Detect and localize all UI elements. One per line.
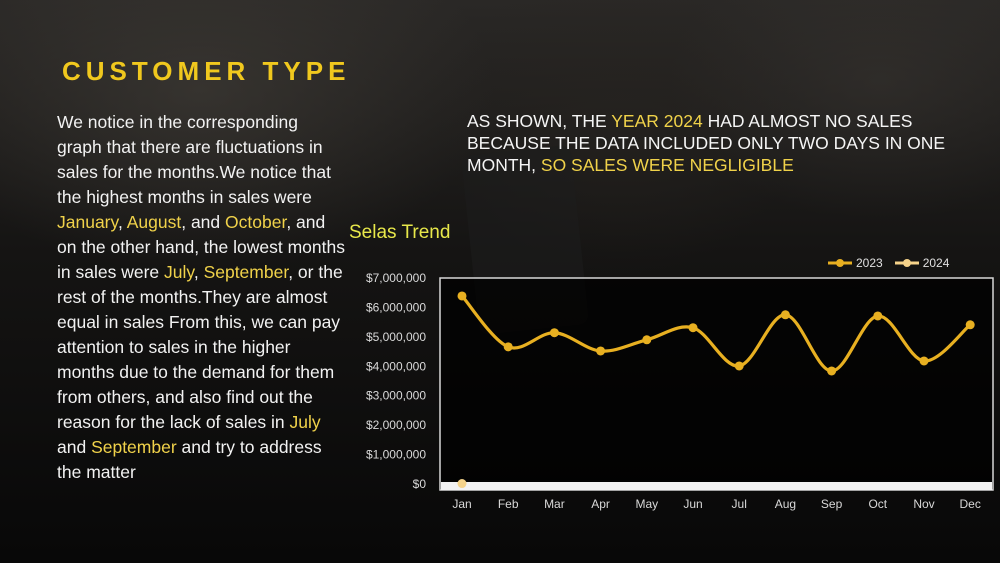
paragraph-text: , or the rest of the months.They are alm… [57,262,343,432]
x-tick-label: Jul [732,497,747,511]
x-tick-label: Oct [868,497,887,511]
paragraph-text: , [117,212,127,232]
slide-title: CUSTOMER TYPE [62,56,351,86]
y-tick-label: $2,000,000 [366,418,426,432]
x-tick-label: Aug [775,497,796,511]
data-point-2023 [688,323,698,333]
paragraph-highlight: January [57,212,118,232]
y-tick-label: $6,000,000 [366,300,426,314]
x-tick-label: Feb [498,497,519,511]
x-tick-label: Jun [683,497,702,511]
legend-item-2024: 2024 [894,256,950,270]
paragraph-highlight: July [289,412,321,432]
plot-area [439,277,994,491]
paragraph-highlight: July [164,262,194,282]
paragraph-text: and try to address the matter [57,437,322,482]
x-tick-label: Jan [452,497,471,511]
x-tick-label: Nov [913,497,934,511]
data-point-2023 [780,310,790,320]
paragraph-highlight: October [225,212,287,232]
legend-label: 2024 [922,256,950,270]
note-text: HAD ALMOST NO SALES BECAUSE THE DATA INC… [467,111,946,175]
data-point-2023 [596,346,606,356]
paragraph-highlight: August [126,212,182,232]
x-tick-label: Mar [544,497,565,511]
data-point-2023 [503,342,513,352]
y-tick-label: $1,000,000 [366,448,426,462]
y-tick-label: $7,000,000 [366,271,426,285]
data-point-2023 [965,320,975,330]
x-tick-label: Dec [960,497,981,511]
chart-legend: 2023 2024 [828,256,949,270]
analysis-paragraph: We notice in the corresponding graph tha… [57,110,347,485]
y-tick-label: $5,000,000 [366,330,426,344]
data-point-2023 [827,366,837,376]
note-highlight: YEAR 2024 [611,111,703,131]
line-marker-icon [894,259,919,267]
paragraph-text: , and [181,212,226,232]
data-point-2023 [734,361,744,371]
note-highlight: SO SALES WERE NEGLIGIBLE [540,155,794,175]
paragraph-text: , and on the other hand, the lowest mont… [57,212,345,282]
line-marker-icon [828,259,852,267]
paragraph-highlight: September [203,262,289,282]
y-tick-label: $3,000,000 [366,389,426,403]
data-point-2023 [919,356,929,366]
legend-label: 2023 [856,256,883,270]
x-tick-label: May [635,497,658,511]
chart-title: Selas Trend [349,222,451,243]
paragraph-text: and [57,437,92,457]
x-tick-label: Apr [591,497,610,511]
data-point-2024 [457,479,467,489]
data-point-2023 [642,335,652,345]
y-tick-label: $0 [413,477,427,491]
data-point-2023 [457,291,467,301]
note-text: AS SHOWN, THE [467,111,612,131]
y-tick-label: $4,000,000 [366,359,426,373]
data-point-2023 [549,328,559,338]
paragraph-text: We notice in the corresponding graph tha… [57,112,331,207]
paragraph-highlight: September [91,437,177,457]
x-axis-baseline [441,482,992,490]
data-point-2023 [873,311,883,321]
x-tick-label: Sep [821,497,843,511]
legend-item-2023: 2023 [828,256,883,270]
paragraph-text: , [193,262,204,282]
year-2024-note: AS SHOWN, THE YEAR 2024 HAD ALMOST NO SA… [467,110,967,176]
